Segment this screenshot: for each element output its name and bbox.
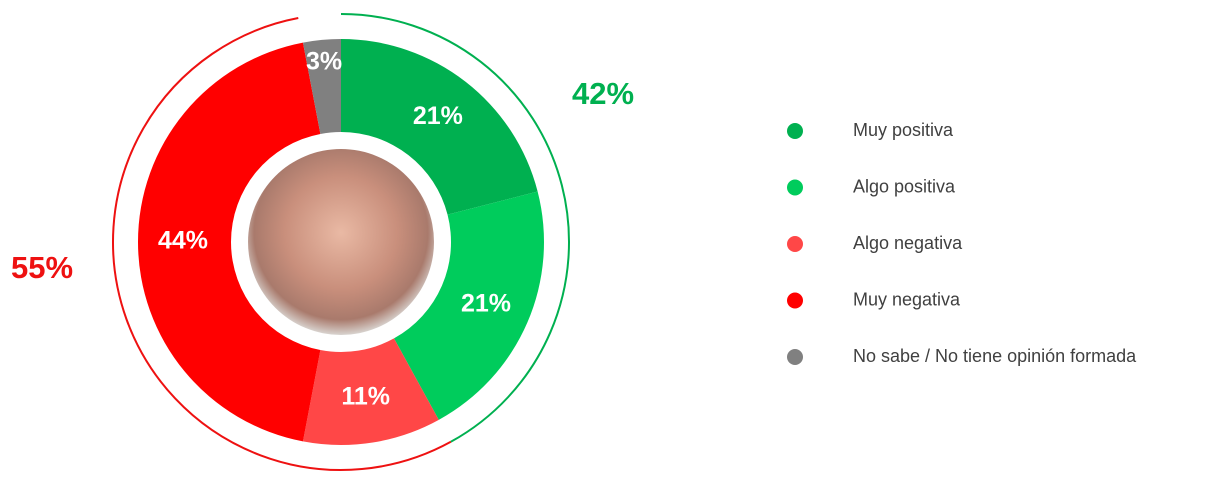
portrait [248,149,434,335]
legend-marker [787,236,803,252]
legend-label: Muy positiva [853,120,954,140]
legend-label: No sabe / No tiene opinión formada [853,346,1137,366]
legend-label: Algo positiva [853,176,956,196]
legend-marker [787,123,803,139]
chart: 21% 21% 11% 44% 3% 42% 55% Muy positiva Algo po… [0,0,1208,479]
group-total: 55% [11,250,73,285]
legend-marker [787,349,803,365]
legend-marker [787,293,803,309]
legend: Muy positiva Algo positiva Algo negativa Mu… [787,120,1137,366]
page: {"chart_data": {"type": "donut", "catego… [0,0,1208,479]
legend-marker [787,180,803,196]
legend-label: Muy negativa [853,289,961,309]
group-total: 42% [572,76,634,111]
value-label: 11% [341,383,390,411]
value-label: 21% [413,102,463,130]
value-label: 3% [306,47,342,75]
legend-label: Algo negativa [853,233,963,253]
value-label: 44% [158,227,208,255]
value-label: 21% [461,289,511,317]
